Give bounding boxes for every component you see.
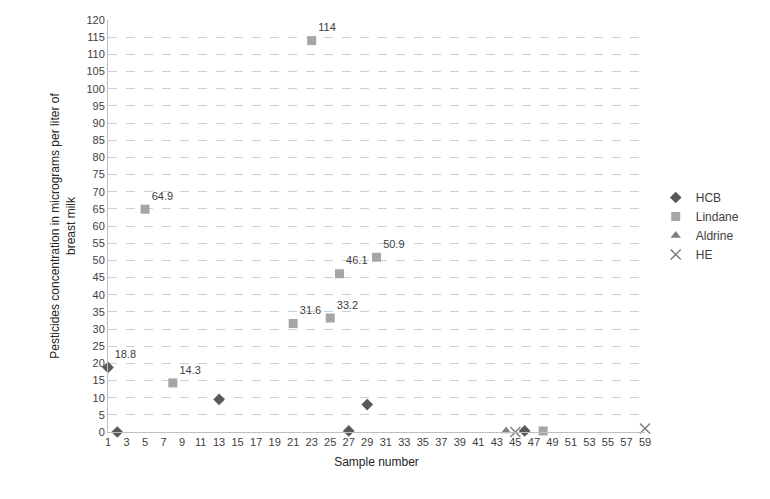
svg-text:18.8: 18.8 [115,348,136,360]
svg-text:60: 60 [93,220,105,232]
svg-text:Sample number: Sample number [334,455,419,469]
svg-text:45: 45 [509,436,521,448]
svg-text:HCB: HCB [696,191,721,205]
svg-text:90: 90 [93,117,105,129]
svg-text:29: 29 [361,436,373,448]
svg-text:14.3: 14.3 [179,364,200,376]
svg-text:50: 50 [93,254,105,266]
svg-text:75: 75 [93,168,105,180]
svg-text:23: 23 [306,436,318,448]
svg-text:15: 15 [231,436,243,448]
svg-text:0: 0 [99,426,105,438]
svg-text:19: 19 [269,436,281,448]
svg-text:5: 5 [142,436,148,448]
svg-text:Aldrine: Aldrine [696,229,734,243]
svg-text:3: 3 [123,436,129,448]
svg-text:31: 31 [380,436,392,448]
svg-text:25: 25 [93,340,105,352]
svg-text:100: 100 [86,83,104,95]
svg-text:65: 65 [93,203,105,215]
svg-text:13: 13 [213,436,225,448]
svg-text:9: 9 [179,436,185,448]
svg-text:17: 17 [250,436,262,448]
svg-text:7: 7 [160,436,166,448]
svg-text:21: 21 [287,436,299,448]
svg-text:27: 27 [343,436,355,448]
svg-text:HE: HE [696,248,713,262]
svg-text:120: 120 [86,14,104,26]
svg-text:Pesticides concentration in mi: Pesticides concentration in micrograms p… [48,93,78,359]
svg-text:25: 25 [324,436,336,448]
svg-text:115: 115 [87,31,105,43]
svg-text:57: 57 [620,436,632,448]
svg-text:35: 35 [93,306,105,318]
svg-text:46.1: 46.1 [346,254,367,266]
svg-text:85: 85 [93,134,105,146]
svg-text:47: 47 [528,436,540,448]
svg-text:50.9: 50.9 [383,238,404,250]
svg-text:59: 59 [639,436,651,448]
svg-text:110: 110 [87,48,105,60]
svg-text:11: 11 [195,436,206,448]
svg-text:30: 30 [93,323,105,335]
svg-text:43: 43 [491,436,503,448]
svg-text:33.2: 33.2 [337,299,358,311]
svg-text:1: 1 [105,436,111,448]
svg-text:41: 41 [472,436,484,448]
svg-text:55: 55 [602,436,614,448]
svg-text:95: 95 [93,100,105,112]
svg-text:39: 39 [454,436,466,448]
svg-text:80: 80 [93,151,105,163]
svg-text:70: 70 [93,186,105,198]
svg-text:31.6: 31.6 [300,304,321,316]
svg-text:40: 40 [93,289,105,301]
svg-text:45: 45 [93,271,105,283]
svg-text:37: 37 [435,436,447,448]
svg-text:51: 51 [565,436,577,448]
svg-text:64.9: 64.9 [152,190,173,202]
svg-text:15: 15 [93,374,105,386]
svg-text:35: 35 [417,436,429,448]
svg-text:20: 20 [93,357,105,369]
svg-text:5: 5 [99,409,105,421]
svg-text:10: 10 [93,392,105,404]
svg-text:49: 49 [546,436,558,448]
svg-text:105: 105 [86,65,104,77]
svg-text:53: 53 [583,436,595,448]
svg-text:33: 33 [398,436,410,448]
svg-text:Lindane: Lindane [696,210,739,224]
svg-text:114: 114 [318,21,336,33]
svg-text:55: 55 [93,237,105,249]
